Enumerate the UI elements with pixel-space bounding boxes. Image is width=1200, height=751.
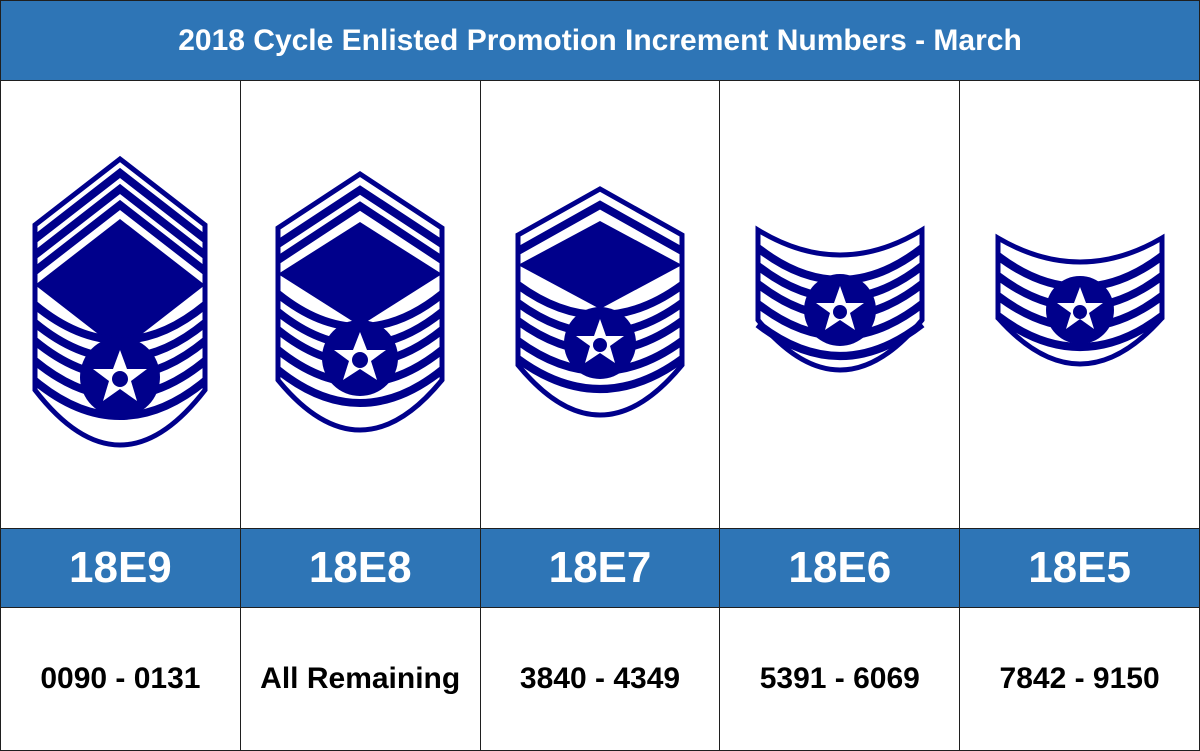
increment-range: 0090 - 0131: [40, 662, 201, 695]
msgt-chevron-icon: [515, 185, 685, 417]
increment-range: 3840 - 4349: [519, 662, 681, 695]
cmsgt-chevron-icon: [32, 155, 208, 447]
promotion-table: 18E9 0090 - 0131: [1, 81, 1199, 750]
column-18e5: 18E5 7842 - 9150: [960, 81, 1199, 750]
increment-code: 18E7: [480, 528, 720, 608]
smsgt-chevron-icon: [275, 170, 445, 432]
increment-code: 18E6: [720, 528, 960, 608]
increment-range: All Remaining: [260, 662, 461, 695]
column-18e9: 18E9 0090 - 0131: [1, 81, 241, 750]
increment-code: 18E9: [1, 528, 240, 608]
increment-code: 18E8: [240, 528, 480, 608]
increment-code: 18E5: [960, 528, 1199, 608]
column-18e7: 18E7 3840 - 4349: [480, 81, 721, 750]
column-18e8: 18E8 All Remaining: [240, 81, 481, 750]
ssgt-chevron-icon: [995, 233, 1165, 366]
tsgt-chevron-icon: [755, 225, 925, 372]
page-title: 2018 Cycle Enlisted Promotion Increment …: [1, 1, 1199, 81]
increment-range: 5391 - 6069: [759, 662, 920, 695]
increment-range: 7842 - 9150: [999, 662, 1160, 695]
column-18e6: 18E6 5391 - 6069: [720, 81, 961, 750]
